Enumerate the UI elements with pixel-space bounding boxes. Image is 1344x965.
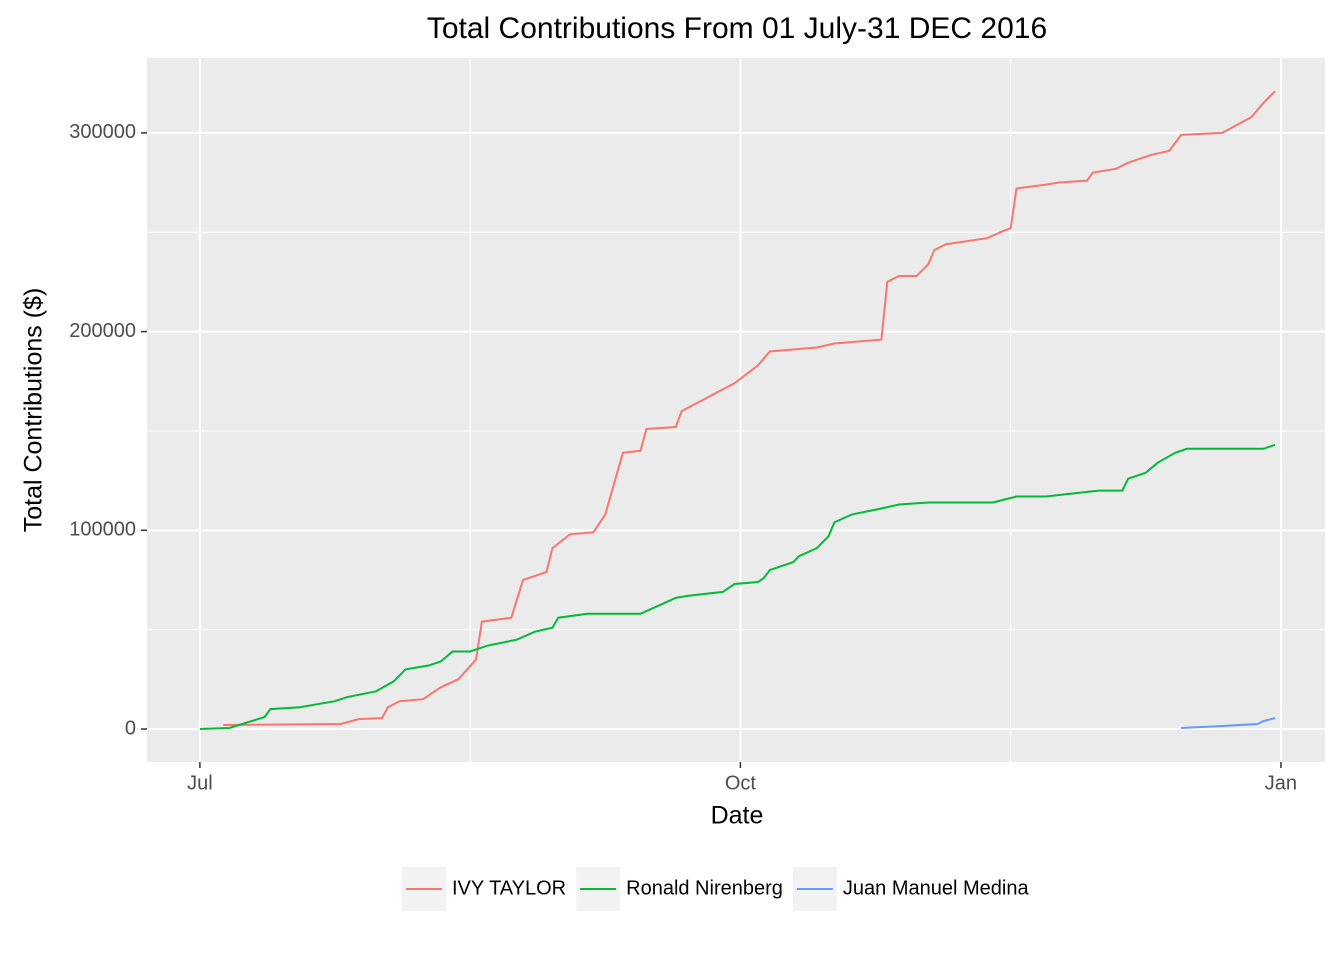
y-axis-label: Total Contributions ($): [20, 288, 48, 533]
series-line: [223, 90, 1276, 726]
legend-label: IVY TAYLOR: [452, 877, 566, 899]
series-line: [199, 443, 1276, 730]
series-line: [1181, 717, 1276, 729]
x-axis-label: Date: [711, 802, 764, 830]
y-tick-label: 0: [125, 717, 136, 739]
legend-label: Ronald Nirenberg: [626, 877, 783, 899]
x-tick-label: Jan: [1265, 772, 1297, 794]
x-tick-label: Oct: [725, 772, 757, 794]
plot-background: [147, 58, 1325, 762]
y-tick-label: 200000: [69, 320, 136, 342]
legend-label: Juan Manuel Medina: [843, 877, 1030, 899]
x-tick-label: Jul: [187, 772, 213, 794]
y-tick-label: 100000: [69, 519, 136, 541]
chart-title: Total Contributions From 01 July-31 DEC …: [427, 12, 1047, 45]
y-tick-label: 300000: [69, 121, 136, 143]
